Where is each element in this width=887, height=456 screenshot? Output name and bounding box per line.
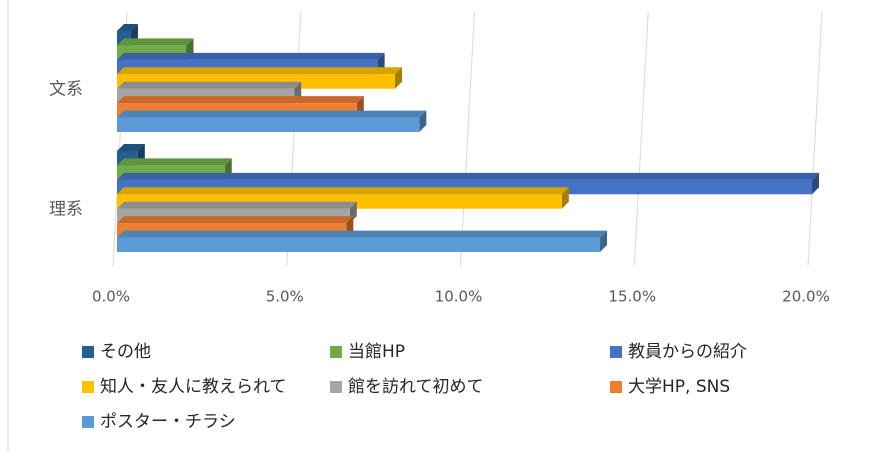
legend-swatch (610, 346, 622, 358)
grid-line (460, 11, 475, 267)
bar-side (561, 187, 569, 209)
bar-side (600, 230, 608, 252)
bar-top (117, 96, 364, 104)
legend-label: 当館HP (348, 342, 405, 362)
bar-top (117, 38, 194, 46)
legend-swatch (82, 346, 94, 358)
bar-top (117, 81, 302, 89)
bar-top (117, 158, 232, 166)
x-tick-label: 15.0% (608, 288, 656, 306)
legend-swatch (330, 381, 342, 393)
bar-side (395, 67, 402, 89)
legend-label: ポスター・チラシ (100, 412, 236, 432)
legend-label: 知人・友人に教えられて (100, 377, 287, 397)
bar-top (117, 144, 145, 151)
bar-side (812, 172, 819, 195)
bar-top (117, 187, 569, 195)
legend-swatch (82, 416, 94, 428)
bar-top (117, 201, 357, 209)
bar-top (117, 230, 608, 238)
bar-top (117, 216, 354, 224)
bar-top (117, 52, 385, 60)
x-tick-label: 5.0% (266, 288, 304, 306)
bar-top (117, 172, 819, 180)
legend-label: 大学HP, SNS (628, 377, 730, 397)
y-tick-label: 理系 (49, 200, 83, 220)
legend-label: その他 (100, 342, 151, 362)
legend-label: 館を訪れて初めて (348, 377, 484, 397)
legend-swatch (610, 381, 622, 393)
bar (117, 117, 420, 132)
bar (117, 237, 601, 252)
bar-top (117, 110, 427, 118)
legend-swatch (330, 346, 342, 358)
grid-line (633, 11, 649, 267)
bar-side (419, 110, 427, 132)
bar-top (117, 67, 402, 75)
legend-swatch (82, 381, 94, 393)
x-tick-label: 0.0% (92, 288, 130, 306)
bar-top (117, 24, 138, 31)
grid-line (807, 11, 823, 267)
x-tick-label: 20.0% (782, 288, 830, 306)
x-tick-label: 10.0% (435, 288, 483, 306)
legend-label: 教員からの紹介 (628, 342, 747, 362)
y-tick-label: 文系 (49, 80, 83, 100)
